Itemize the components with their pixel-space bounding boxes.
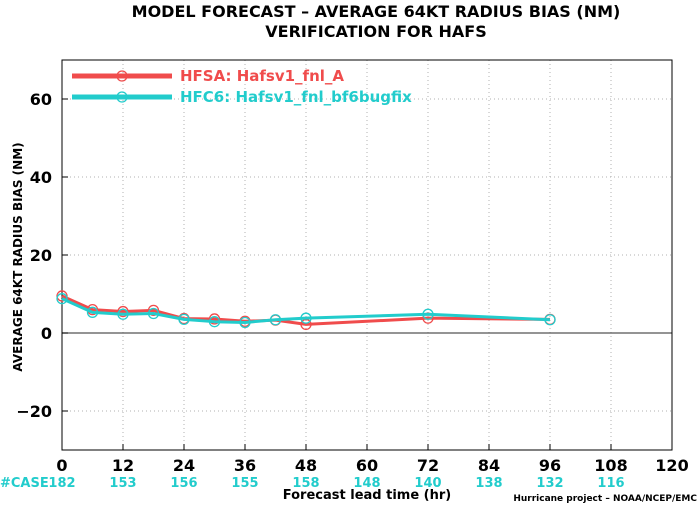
series-2-point	[208, 316, 221, 328]
series-line-2	[61, 297, 551, 324]
series-2-point	[56, 293, 68, 305]
x-tick-label: 36	[234, 456, 256, 475]
legend: HFSA: Hafsv1_fnl_A HFC6: Hafsv1_fnl_bf6bu…	[72, 67, 412, 106]
series-1-point	[147, 304, 160, 317]
tick-layer: 0 12 24 36 48 60 72 84 96 108 120 60 40 20 0 −20	[16, 90, 688, 475]
series-2-point	[147, 307, 160, 320]
legend-label-2: HFC6: Hafsv1_fnl_bf6bugfix	[180, 88, 412, 106]
x-tick-label: 48	[295, 456, 317, 475]
x-tick-label: 0	[56, 456, 67, 475]
series-2-point	[269, 314, 282, 326]
series-line-1	[61, 294, 551, 326]
x-tick-label: 120	[655, 456, 688, 475]
x-tick-label: 12	[112, 456, 134, 475]
y-tick-label: 40	[30, 168, 52, 187]
x-axis-label: Forecast lead time (hr)	[283, 488, 451, 503]
series-layer	[56, 290, 556, 331]
case-count: 156	[170, 476, 197, 491]
series-2-point	[178, 313, 190, 326]
x-tick-label: 72	[417, 456, 439, 475]
case-counts: #CASE 182 153 156 155 158 148 140 138 132 116	[0, 476, 625, 491]
y-tick-label: 20	[30, 246, 52, 265]
case-count: 153	[109, 476, 136, 491]
case-count: 116	[597, 476, 624, 491]
y-tick-label: 0	[41, 324, 52, 343]
case-count: 158	[292, 476, 319, 491]
case-count: 155	[231, 476, 258, 491]
chart-title: MODEL FORECAST – AVERAGE 64KT RADIUS BIA…	[132, 2, 621, 21]
chart-subtitle: VERIFICATION FOR HAFS	[265, 22, 486, 41]
case-count: 182	[48, 476, 75, 491]
series-2-point	[239, 316, 251, 329]
x-tick-label: 60	[356, 456, 378, 475]
series-2-point	[422, 308, 434, 320]
case-count: 148	[353, 476, 380, 491]
series-2-point	[544, 314, 556, 326]
legend-marker-2	[116, 91, 128, 103]
legend-marker-1	[116, 70, 128, 82]
series-2-point	[300, 312, 312, 324]
series-2-point	[86, 306, 99, 318]
grid-layer	[62, 60, 672, 450]
case-count: 138	[475, 476, 502, 491]
series-1-point	[208, 313, 221, 325]
case-count: 140	[414, 476, 441, 491]
case-label: #CASE	[0, 476, 49, 491]
x-tick-label: 108	[594, 456, 627, 475]
credit-text: Hurricane project – NOAA/NCEP/EMC	[513, 494, 697, 504]
y-tick-label: −20	[16, 402, 52, 421]
x-tick-label: 96	[539, 456, 561, 475]
y-tick-label: 60	[30, 90, 52, 109]
case-count: 132	[536, 476, 563, 491]
series-2-point	[117, 308, 129, 320]
x-tick-label: 24	[173, 456, 195, 475]
legend-label-1: HFSA: Hafsv1_fnl_A	[180, 67, 344, 85]
x-tick-label: 84	[478, 456, 500, 475]
y-axis-label: AVERAGE 64KT RADIUS BIAS (NM)	[11, 142, 25, 371]
series-1-point	[56, 290, 68, 302]
series-1-point	[117, 305, 129, 318]
